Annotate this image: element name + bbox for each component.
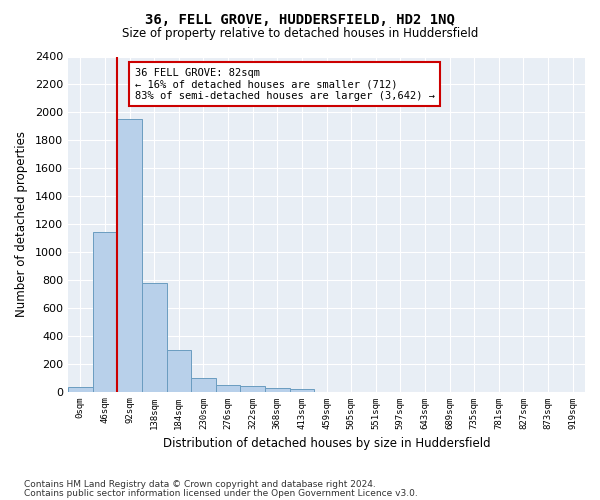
Text: 36 FELL GROVE: 82sqm
← 16% of detached houses are smaller (712)
83% of semi-deta: 36 FELL GROVE: 82sqm ← 16% of detached h… (134, 68, 434, 101)
Bar (92, 232, 117, 392)
Bar (167, 350, 191, 392)
Text: 36, FELL GROVE, HUDDERSFIELD, HD2 1NQ: 36, FELL GROVE, HUDDERSFIELD, HD2 1NQ (145, 12, 455, 26)
Bar (68, 386, 92, 392)
Text: Contains public sector information licensed under the Open Government Licence v3: Contains public sector information licen… (24, 488, 418, 498)
Bar (142, 284, 167, 392)
Bar (241, 386, 265, 392)
Bar (265, 388, 290, 392)
Y-axis label: Number of detached properties: Number of detached properties (15, 131, 28, 317)
X-axis label: Distribution of detached houses by size in Huddersfield: Distribution of detached houses by size … (163, 437, 490, 450)
Bar (117, 120, 142, 392)
Bar (216, 386, 241, 392)
Bar (290, 389, 314, 392)
Text: Size of property relative to detached houses in Huddersfield: Size of property relative to detached ho… (122, 28, 478, 40)
Text: Contains HM Land Registry data © Crown copyright and database right 2024.: Contains HM Land Registry data © Crown c… (24, 480, 376, 489)
Bar (191, 378, 216, 392)
